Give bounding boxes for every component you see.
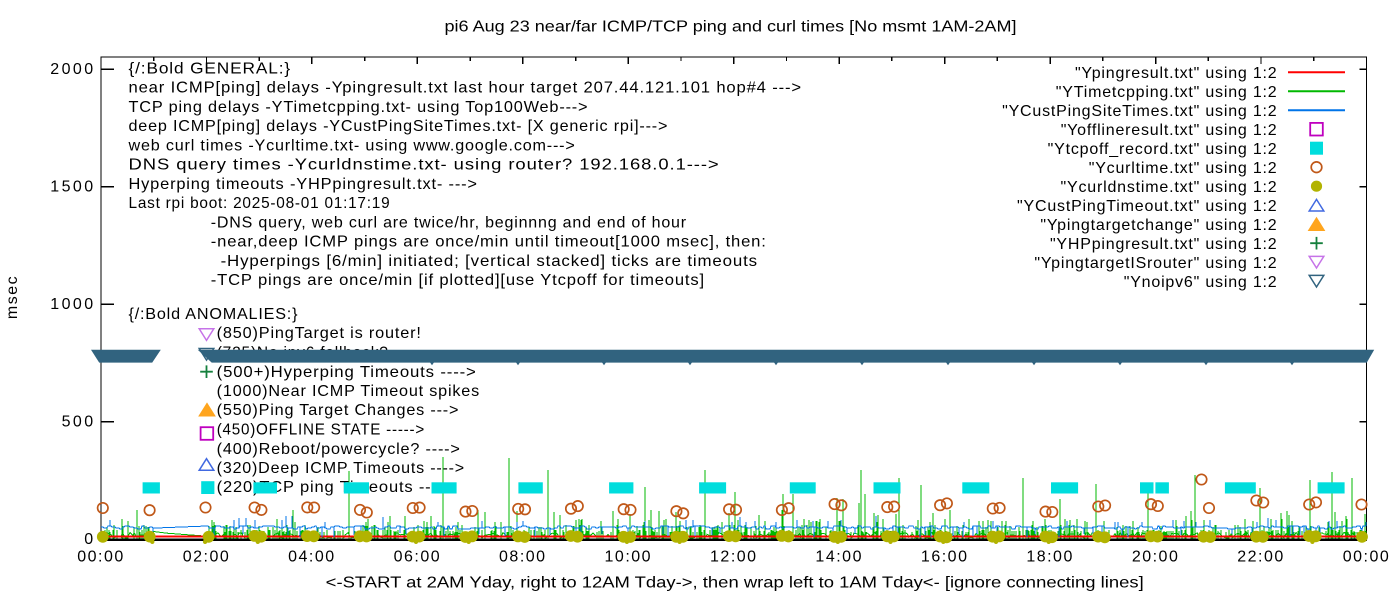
svg-text:00:00: 00:00 — [77, 549, 125, 566]
svg-text:-Hyperpings [6/min] initiated;: -Hyperpings [6/min] initiated; [vertical… — [221, 253, 758, 270]
svg-text:DNS query times -Ycurldnstime.: DNS query times -Ycurldnstime.txt- using… — [129, 157, 720, 174]
svg-text:(850)PingTarget is router!: (850)PingTarget is router! — [217, 325, 422, 342]
svg-text:TCP ping delays -YTimetcpping.: TCP ping delays -YTimetcpping.txt- using… — [129, 99, 589, 116]
svg-text:<-START at 2AM Yday, right to: <-START at 2AM Yday, right to 12AM Tday-… — [326, 575, 1144, 592]
svg-text:"Ypingresult.txt" using 1:2: "Ypingresult.txt" using 1:2 — [1075, 65, 1278, 82]
svg-text:(320)Deep ICMP Timeouts ---->: (320)Deep ICMP Timeouts ----> — [217, 460, 465, 477]
svg-text:-DNS query, web curl are twice: -DNS query, web curl are twice/hr, begin… — [211, 214, 687, 231]
svg-text:00:00: 00:00 — [1343, 549, 1391, 566]
svg-text:Hyperping timeouts -YHPpingres: Hyperping timeouts -YHPpingresult.txt- -… — [129, 176, 478, 193]
svg-text:"Ytcpoff_record.txt" using 1:2: "Ytcpoff_record.txt" using 1:2 — [1048, 141, 1278, 158]
svg-text:deep ICMP[ping] delays -YCustP: deep ICMP[ping] delays -YCustPingSiteTim… — [129, 118, 669, 135]
svg-text:"Ynoipv6" using 1:2: "Ynoipv6" using 1:2 — [1124, 274, 1278, 291]
svg-text:(500+)Hyperping Timeouts ---->: (500+)Hyperping Timeouts ----> — [217, 364, 477, 381]
svg-text:"Yofflineresult.txt" using 1:2: "Yofflineresult.txt" using 1:2 — [1061, 122, 1278, 139]
svg-text:web curl times -Ycurltime.txt-: web curl times -Ycurltime.txt- using www… — [127, 137, 575, 154]
svg-text:20:00: 20:00 — [1132, 549, 1180, 566]
svg-text:2000: 2000 — [50, 61, 95, 78]
svg-text:"Ypingtargetchange" using 1:2: "Ypingtargetchange" using 1:2 — [1040, 217, 1277, 234]
svg-text:14:00: 14:00 — [815, 549, 863, 566]
svg-text:16:00: 16:00 — [921, 549, 969, 566]
svg-text:"YpingtargetISrouter" using 1:: "YpingtargetISrouter" using 1:2 — [1034, 255, 1277, 272]
svg-text:"YCustPingTimeout.txt" using 1: "YCustPingTimeout.txt" using 1:2 — [1017, 198, 1277, 215]
svg-text:{/:Bold GENERAL:}: {/:Bold GENERAL:} — [129, 60, 292, 77]
svg-text:msec: msec — [4, 275, 21, 319]
svg-text:(450)OFFLINE STATE ----->: (450)OFFLINE STATE -----> — [217, 422, 425, 439]
svg-text:04:00: 04:00 — [288, 549, 336, 566]
svg-text:22:00: 22:00 — [1237, 549, 1285, 566]
svg-text:-near,deep ICMP pings are once: -near,deep ICMP pings are once/min until… — [211, 234, 767, 251]
svg-text:10:00: 10:00 — [605, 549, 653, 566]
svg-text:{/:Bold ANOMALIES:}: {/:Bold ANOMALIES:} — [129, 306, 299, 323]
svg-text:1500: 1500 — [50, 179, 95, 196]
svg-text:"YHPpingresult.txt" using 1:2: "YHPpingresult.txt" using 1:2 — [1050, 236, 1278, 253]
svg-text:18:00: 18:00 — [1026, 549, 1074, 566]
svg-text:"YCustPingSiteTimes.txt" using: "YCustPingSiteTimes.txt" using 1:2 — [1002, 103, 1277, 120]
svg-text:500: 500 — [62, 414, 96, 431]
svg-text:06:00: 06:00 — [394, 549, 442, 566]
svg-text:"Ycurldnstime.txt" using 1:2: "Ycurldnstime.txt" using 1:2 — [1061, 179, 1278, 196]
svg-text:02:00: 02:00 — [183, 549, 231, 566]
svg-text:(220)TCP ping Timeouts --->: (220)TCP ping Timeouts ---> — [217, 479, 449, 496]
svg-text:(400)Reboot/powercycle? ---->: (400)Reboot/powercycle? ----> — [217, 441, 461, 458]
svg-text:"Ycurltime.txt" using 1:2: "Ycurltime.txt" using 1:2 — [1089, 160, 1278, 177]
svg-text:1000: 1000 — [50, 296, 95, 313]
svg-text:12:00: 12:00 — [710, 549, 758, 566]
svg-text:Last rpi boot: 2025-08-01 01:1: Last rpi boot: 2025-08-01 01:17:19 — [129, 195, 391, 212]
svg-text:"YTimetcpping.txt" using 1:2: "YTimetcpping.txt" using 1:2 — [1056, 84, 1278, 101]
svg-text:0: 0 — [84, 531, 95, 548]
svg-text:pi6 Aug 23 near/far ICMP/TCP: pi6 Aug 23 near/far ICMP/TCP ping and cu… — [445, 19, 1017, 36]
svg-text:-TCP pings are once/min [if pl: -TCP pings are once/min [if plotted][use… — [211, 272, 705, 289]
svg-text:near ICMP[ping] delays -Ypingr: near ICMP[ping] delays -Ypingresult.txt … — [129, 80, 802, 97]
svg-text:08:00: 08:00 — [499, 549, 547, 566]
svg-text:(550)Ping Target Changes --->: (550)Ping Target Changes ---> — [217, 402, 460, 419]
svg-text:(1000)Near ICMP Timeout spikes: (1000)Near ICMP Timeout spikes — [217, 383, 480, 400]
